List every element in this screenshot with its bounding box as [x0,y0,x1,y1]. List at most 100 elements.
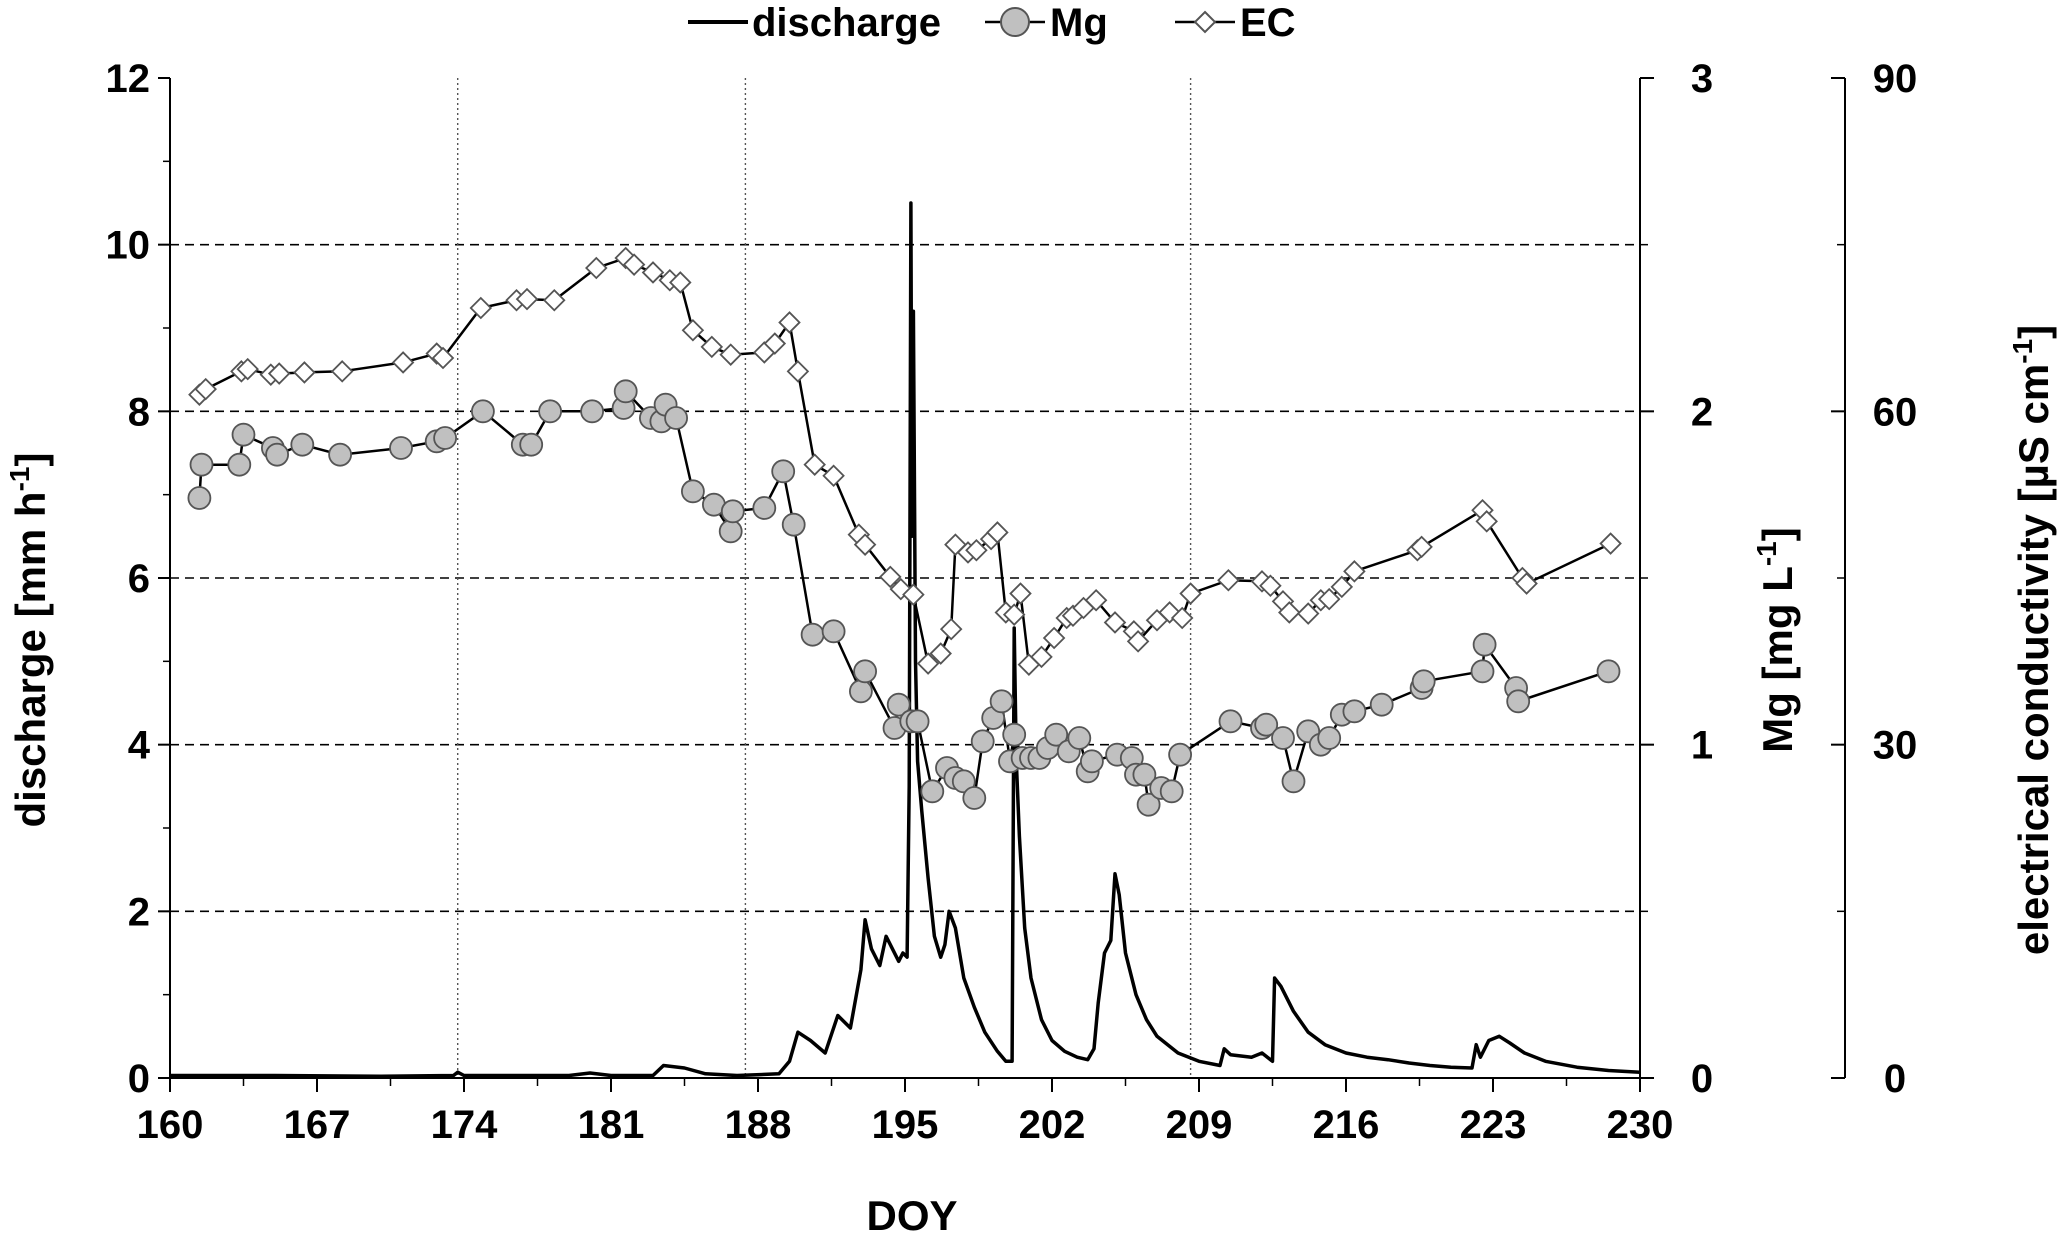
mg-point [265,442,290,467]
ec-line [198,256,1612,667]
ec-point [1296,602,1320,625]
mg-point [951,769,976,794]
x-tick-label: 230 [1607,1103,1674,1147]
ec-tick-label: 30 [1873,724,1918,768]
grid [170,78,1640,1078]
ec-point [902,583,925,606]
ec-point [622,253,646,276]
ec-tick-label: 60 [1873,390,1918,434]
left-tick-label: 4 [128,724,151,768]
mg-point [752,496,777,520]
mg-point [920,779,945,804]
mg-point [886,692,911,717]
mg-point [470,399,495,424]
ec-point [681,318,705,342]
mg-point [1281,769,1306,794]
ec-point [391,351,415,374]
series-mg [187,379,1621,817]
mg-point [1271,726,1295,750]
x-tick-label: 223 [1460,1103,1527,1147]
ec-point [853,533,877,556]
mg-point [231,422,256,447]
x-axis-title: DOY [866,1192,957,1239]
mg-tick-label: 1 [1691,724,1713,768]
left-tick-label: 10 [106,224,151,268]
ec-point [879,565,902,589]
series-ec [188,246,1622,676]
ec-point [1515,572,1538,595]
ec-point [1317,587,1341,611]
ec-point [1030,645,1053,669]
ec-point [236,357,259,381]
ec-point [1126,630,1150,653]
mg-point [1472,632,1497,657]
mg-tick-label: 2 [1691,390,1713,434]
mg-point [970,729,995,754]
ec-point [330,360,354,383]
mg-point [328,442,353,467]
ec-point [700,335,724,359]
ec-point [267,362,291,385]
mg-point [1168,742,1192,767]
mg-point [720,499,745,524]
ec-point [1410,535,1433,559]
series-discharge [170,201,1641,1079]
ec-point [1084,588,1108,612]
legend-discharge-label: discharge [752,1,941,45]
ec-point [916,652,940,675]
ec-point [431,346,455,370]
mg-point [718,519,743,544]
axes: 160 167 174 181 188 195 202 209 216 223 2300246810… [106,57,1918,1147]
ec-tick-label: 90 [1873,57,1918,101]
ec-point [1475,510,1498,533]
mg-point [771,459,796,484]
x-tick-label: 209 [1166,1103,1233,1147]
left-tick-label: 2 [128,890,150,934]
x-tick-label: 174 [431,1103,498,1147]
ec-point [669,271,692,294]
ec-point [543,288,566,312]
ec-point [469,296,493,320]
legend: discharge Mg EC [688,1,1296,45]
ec-point [293,361,316,384]
mg-point [664,406,688,430]
ec-point [965,538,988,562]
mg-point [853,659,877,684]
ec-point [1278,601,1301,624]
ec-point [641,261,665,284]
mg-point [1132,762,1157,787]
legend-mg-swatch-marker [1000,7,1030,37]
mg-point [227,452,252,477]
mg-axis-title: Mg [mg L-1] [1751,527,1801,753]
mg-point [1136,792,1161,817]
ec-point [822,464,845,488]
left-tick-label: 12 [106,57,151,101]
mg-tick-label: 0 [1691,1057,1713,1101]
ec-point [1259,574,1282,598]
x-tick-label: 167 [284,1103,351,1147]
mg-point [905,709,930,734]
mg-point [187,486,212,510]
discharge-line [170,201,1641,1079]
ec-point [719,343,742,366]
mg-point [1002,722,1027,747]
x-tick-label: 195 [872,1103,939,1147]
mg-point [1080,749,1104,774]
ec-point [1599,532,1622,555]
mg-point [1159,779,1184,804]
mg-point [580,399,604,424]
mg-point [290,432,315,457]
left-tick-label: 0 [128,1057,150,1101]
x-tick-label: 181 [578,1103,645,1147]
mg-point [1254,712,1279,737]
mg-point [189,452,214,477]
ec-point [1179,582,1202,605]
legend-mg-label: Mg [1050,1,1108,45]
mg-point [1218,709,1243,734]
ec-point [1343,560,1366,583]
mg-point [821,619,846,644]
left-tick-label: 8 [128,390,150,434]
x-tick-label: 188 [725,1103,792,1147]
left-tick-label: 6 [128,557,150,601]
ec-point [939,617,963,641]
